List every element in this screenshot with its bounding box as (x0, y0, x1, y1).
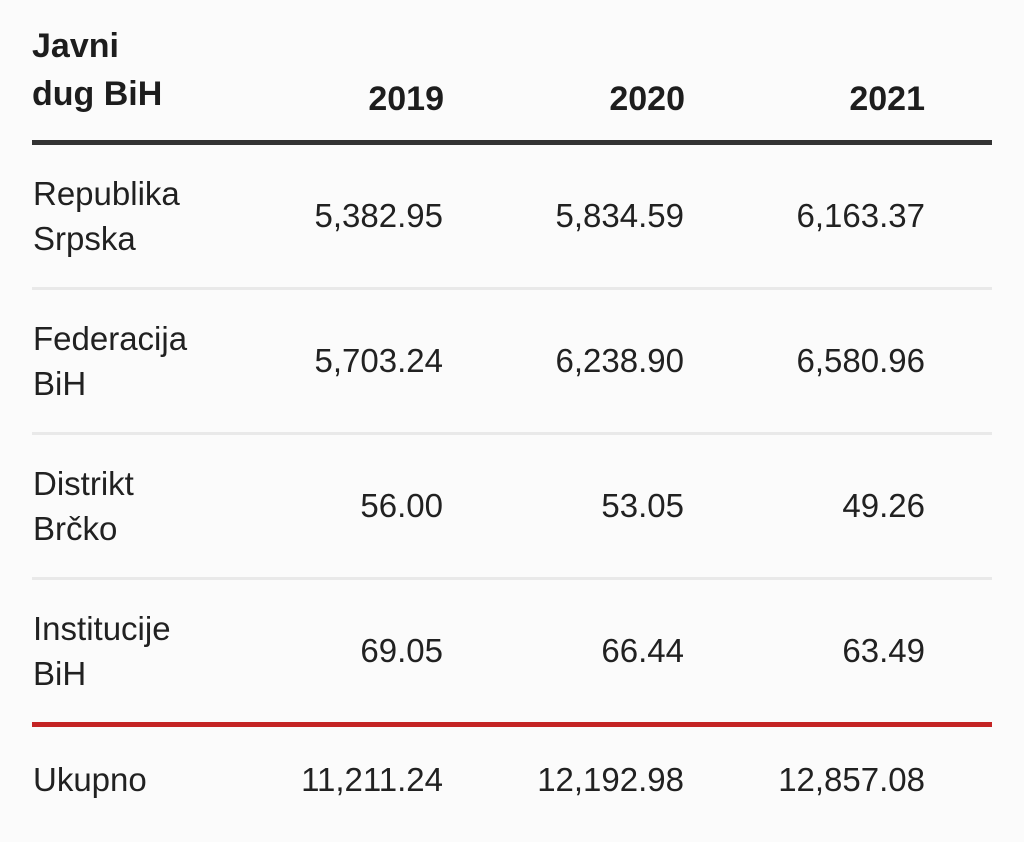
value-2021: 6,580.96 (685, 288, 992, 435)
value-2020: 6,238.90 (444, 288, 685, 435)
row-label-line2: BiH (33, 365, 87, 402)
row-label-line1: Federacija (33, 320, 188, 357)
table-row-total: Ukupno 11,211.24 12,192.98 12,857.08 (32, 725, 992, 842)
row-label-line1: Institucije (33, 610, 171, 647)
column-header-2020: 2020 (444, 0, 685, 145)
row-label: Republika Srpska (32, 142, 204, 290)
value-2019: 5,703.24 (204, 288, 444, 435)
value-2020: 53.05 (444, 433, 685, 580)
table-title-line1: Javni (32, 27, 119, 65)
row-label-line2: BiH (33, 655, 87, 692)
table-row-distrikt-brcko: Distrikt Brčko 56.00 53.05 49.26 (32, 433, 992, 580)
row-label-line1: Republika (33, 175, 180, 212)
row-label-line2: Brčko (33, 510, 118, 547)
value-2019: 69.05 (204, 578, 444, 727)
row-label-line1: Distrikt (33, 465, 134, 502)
value-2021: 63.49 (685, 578, 992, 727)
row-label: Federacija BiH (32, 288, 204, 435)
table-row-republika-srpska: Republika Srpska 5,382.95 5,834.59 6,163… (32, 142, 992, 290)
column-header-2019: 2019 (204, 0, 444, 145)
row-label: Institucije BiH (32, 578, 204, 727)
table-body: Republika Srpska 5,382.95 5,834.59 6,163… (32, 142, 992, 842)
header-row: Javni dug BiH 2019 2020 2021 (32, 0, 992, 145)
total-label: Ukupno (33, 761, 147, 798)
column-header-2021: 2021 (685, 0, 992, 145)
table-title-line2: dug BiH (32, 75, 163, 113)
value-2021: 49.26 (685, 433, 992, 580)
total-value-2021: 12,857.08 (778, 761, 925, 798)
row-label-line2: Srpska (33, 220, 136, 257)
row-label: Distrikt Brčko (32, 433, 204, 580)
table-row-institucije-bih: Institucije BiH 69.05 66.44 63.49 (32, 578, 992, 727)
table-header: Javni dug BiH 2019 2020 2021 (32, 0, 992, 145)
value-2021: 6,163.37 (685, 142, 992, 290)
value-2020: 5,834.59 (444, 142, 685, 290)
table-row-federacija-bih: Federacija BiH 5,703.24 6,238.90 6,580.9… (32, 288, 992, 435)
table-title: Javni dug BiH (32, 0, 204, 145)
value-2019: 5,382.95 (204, 142, 444, 290)
public-debt-table: Javni dug BiH 2019 2020 2021 Republika S… (32, 0, 992, 842)
total-value-2020: 12,192.98 (537, 761, 684, 798)
total-value-2019: 11,211.24 (301, 761, 443, 798)
value-2020: 66.44 (444, 578, 685, 727)
value-2019: 56.00 (204, 433, 444, 580)
